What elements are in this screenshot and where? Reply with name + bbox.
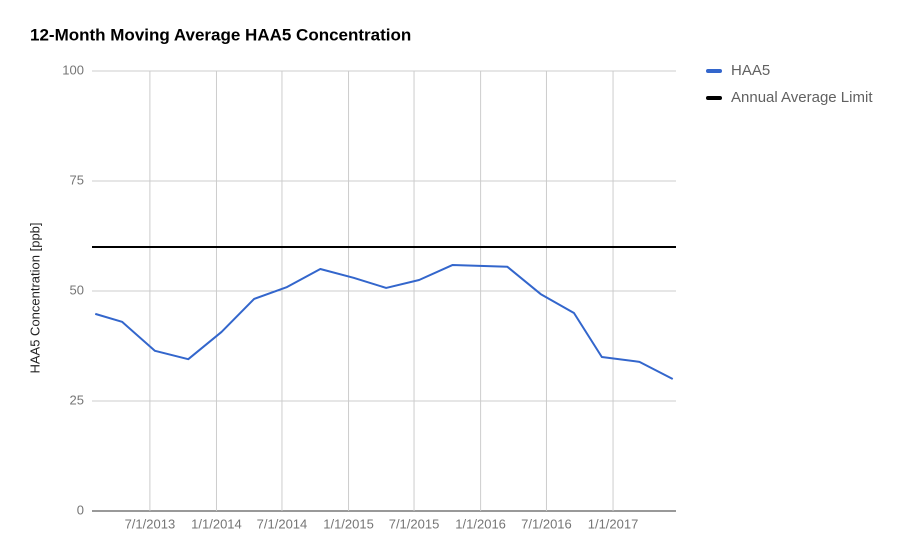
x-tick-label: 7/1/2013 <box>125 516 176 531</box>
x-tick-label: 1/1/2014 <box>191 516 242 531</box>
chart-title: 12-Month Moving Average HAA5 Concentrati… <box>30 25 411 44</box>
x-tick-label: 1/1/2015 <box>323 516 374 531</box>
x-tick-label: 7/1/2016 <box>521 516 572 531</box>
x-tick-label: 7/1/2014 <box>257 516 308 531</box>
legend-label: HAA5 <box>731 62 770 79</box>
y-tick-label: 75 <box>70 172 84 187</box>
y-tick-label: 50 <box>70 282 84 297</box>
x-tick-label: 7/1/2015 <box>389 516 440 531</box>
x-tick-label: 1/1/2017 <box>588 516 639 531</box>
y-tick-label: 25 <box>70 392 84 407</box>
x-tick-label: 1/1/2016 <box>455 516 506 531</box>
legend-label: Annual Average Limit <box>731 89 873 106</box>
y-tick-label: 100 <box>62 62 84 77</box>
data-line <box>94 264 674 380</box>
y-axis-title: HAA5 Concentration [ppb] <box>27 222 42 373</box>
y-tick-label: 0 <box>77 502 84 517</box>
